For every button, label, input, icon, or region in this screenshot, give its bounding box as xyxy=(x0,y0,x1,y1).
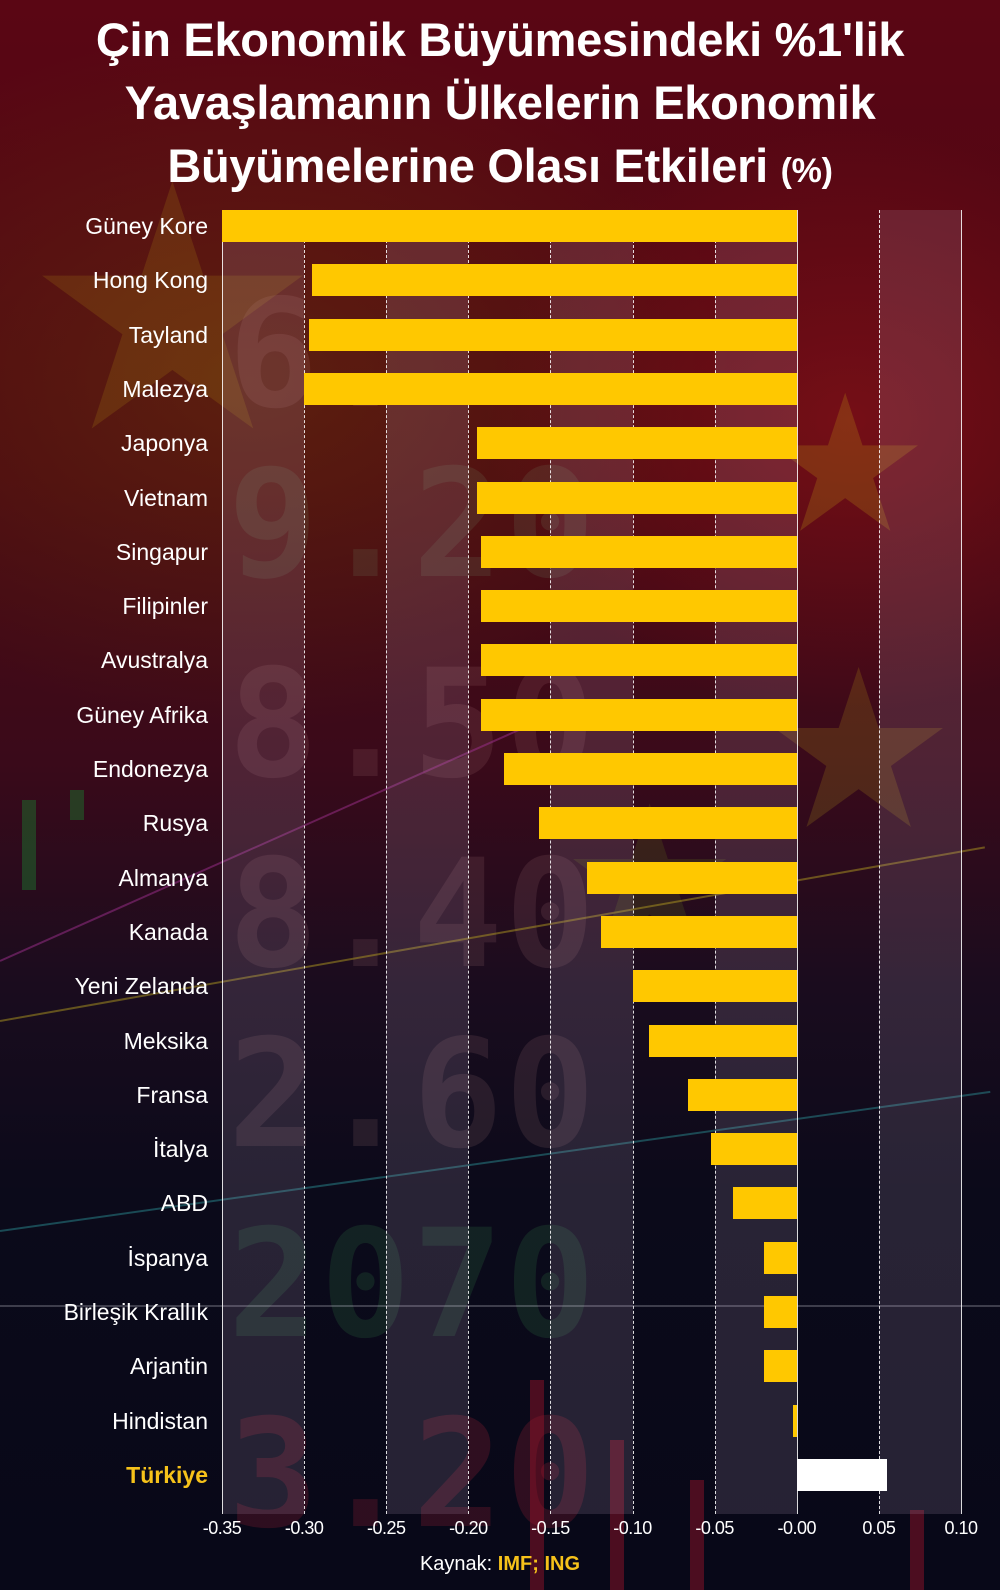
bar-rusya xyxy=(538,807,797,840)
category-label: Yeni Zelanda xyxy=(74,973,208,1000)
bg-ticker-digits: 3.20 xyxy=(228,1388,598,1562)
title-line-2: Yavaşlamanın Ülkelerin Ekonomik xyxy=(124,76,876,129)
category-label: Singapur xyxy=(115,538,208,565)
source-note: Kaynak: IMF; ING xyxy=(0,1553,1000,1576)
x-tick-label: 0.05 xyxy=(862,1518,896,1538)
bar-singapur xyxy=(481,535,797,568)
bar-meksika xyxy=(648,1024,797,1057)
source-value: IMF; ING xyxy=(497,1553,581,1575)
bar-birleşik-krallık xyxy=(763,1296,797,1328)
bar-yeni-zelanda xyxy=(632,970,797,1003)
bar-kanada xyxy=(601,915,797,948)
gridline xyxy=(222,210,223,1514)
grid-band xyxy=(386,210,469,1514)
category-label: Japonya xyxy=(121,430,208,457)
bar-almanya xyxy=(586,861,797,894)
gridline xyxy=(304,210,306,1514)
bar-güney-kore xyxy=(222,210,797,242)
bar-güney-afrika xyxy=(481,698,797,731)
gridline xyxy=(468,210,470,1514)
x-tick-label: -0.05 xyxy=(695,1518,734,1538)
gridline xyxy=(550,210,552,1514)
bar-filipinler xyxy=(481,590,797,623)
bg-ticker-digits: 9.20 xyxy=(228,438,598,612)
x-tick-label: -0.20 xyxy=(449,1518,488,1538)
bar-türkiye xyxy=(796,1458,888,1491)
bg-trend-line xyxy=(0,1305,1000,1307)
bar-avustralya xyxy=(481,644,797,677)
x-tick-label: -0.15 xyxy=(531,1518,570,1538)
category-label: Malezya xyxy=(122,375,208,402)
bar-abd xyxy=(732,1187,797,1220)
bar-fransa xyxy=(688,1078,797,1111)
category-label: Tayland xyxy=(128,321,208,348)
gridline xyxy=(386,210,388,1514)
bar-vietnam xyxy=(476,481,797,514)
bg-ticker-digits: 2.60 xyxy=(228,1008,598,1182)
bg-candlestick xyxy=(70,790,84,820)
bg-ticker-digits: 8.40 xyxy=(228,828,598,1002)
category-label: Hindistan xyxy=(112,1407,208,1434)
category-label: İspanya xyxy=(127,1244,208,1271)
category-label: İtalya xyxy=(153,1136,208,1163)
bar-japonya xyxy=(476,427,797,460)
chart-title: Çin Ekonomik Büyümesindeki %1'lik Yavaşl… xyxy=(0,8,1000,203)
bar-arjantin xyxy=(763,1350,797,1383)
bar-hong-kong xyxy=(312,264,797,297)
grid-band xyxy=(222,210,305,1514)
bar-hindistan xyxy=(793,1404,797,1437)
bar-malezya xyxy=(304,372,797,405)
bg-ticker-digits: 6. xyxy=(228,268,413,442)
category-label: Almanya xyxy=(118,864,208,891)
source-label: Kaynak: xyxy=(419,1553,493,1575)
category-label: Rusya xyxy=(142,810,208,837)
title-line-1: Çin Ekonomik Büyümesindeki %1'lik xyxy=(95,13,905,66)
category-label: Avustralya xyxy=(101,647,208,674)
x-tick-label: -0.10 xyxy=(613,1518,652,1538)
category-label: ABD xyxy=(160,1190,208,1217)
category-label: Filipinler xyxy=(122,593,208,620)
bg-candlestick xyxy=(690,1480,704,1590)
bg-candlestick xyxy=(910,1510,924,1590)
title-line-3: Büyümelerine Olası Etkileri (%) xyxy=(0,134,1000,203)
category-label: Birleşik Krallık xyxy=(63,1299,208,1325)
bg-star-decoration: ★ xyxy=(20,112,325,508)
title-unit: (%) xyxy=(780,152,833,190)
bar-tayland xyxy=(309,318,797,351)
x-tick-label: -0.25 xyxy=(366,1518,406,1538)
category-label: Kanada xyxy=(128,918,208,945)
gridline xyxy=(961,210,962,1514)
category-label: Güney Kore xyxy=(85,213,208,239)
category-label: Meksika xyxy=(123,1027,208,1054)
bar-endonezya xyxy=(504,753,797,785)
category-label: Arjantin xyxy=(130,1353,208,1380)
plot-area xyxy=(222,210,962,1514)
zero-line xyxy=(796,210,798,1514)
category-label: Fransa xyxy=(136,1081,208,1108)
x-tick-label: 0.10 xyxy=(944,1518,978,1538)
bg-candlestick xyxy=(610,1440,624,1590)
x-tick-label: -0.35 xyxy=(202,1518,242,1538)
title-line-3-text: Büyümelerine Olası Etkileri xyxy=(167,139,768,192)
x-tick-label: -0.00 xyxy=(777,1518,817,1538)
x-tick-label: -0.30 xyxy=(284,1518,324,1538)
bg-ticker-digits: 2070 xyxy=(228,1198,598,1372)
category-label: Vietnam xyxy=(124,484,208,511)
category-label: Hong Kong xyxy=(92,267,208,294)
category-label: Güney Afrika xyxy=(76,701,208,728)
bar-i̇spanya xyxy=(763,1241,797,1274)
bg-candlestick xyxy=(22,800,36,890)
grid-band xyxy=(878,210,961,1514)
category-label: Türkiye xyxy=(126,1461,208,1488)
category-label: Endonezya xyxy=(92,756,208,782)
gridline xyxy=(878,210,880,1514)
bg-candlestick xyxy=(530,1380,544,1590)
bar-i̇talya xyxy=(711,1133,797,1166)
